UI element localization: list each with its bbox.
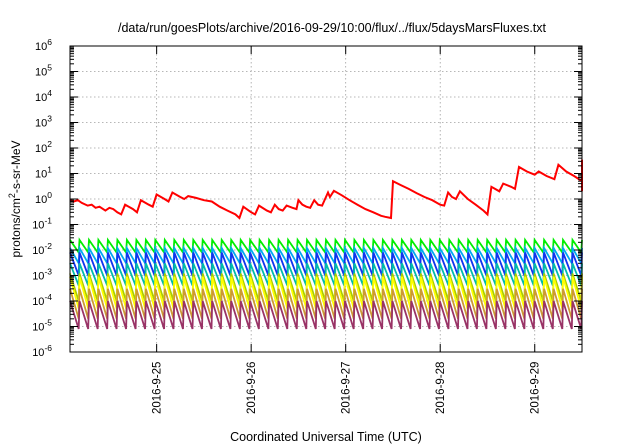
y-tick-label: 10-3 [32, 267, 52, 283]
series-line-3 [69, 244, 583, 267]
series-line-5 [69, 262, 583, 286]
y-tick-label: 100 [35, 190, 52, 206]
y-tick-label: 10-1 [32, 216, 52, 232]
y-tick-label: 103 [35, 114, 52, 130]
series-line-2 [69, 237, 583, 256]
y-tick-label: 10-4 [32, 292, 52, 308]
chart-title: /data/run/goesPlots/archive/2016-09-29/1… [118, 21, 547, 35]
y-tick-label: 106 [35, 37, 52, 53]
y-tick-label: 10-2 [32, 241, 52, 257]
series-line-9 [69, 300, 583, 330]
series-line-8 [69, 288, 583, 320]
series-line-6 [69, 273, 583, 302]
x-tick-label: 2016-9-27 [341, 362, 353, 414]
y-axis-label: protons/cm2-s-sr-MeV [7, 140, 23, 257]
axes-layer: 10-6 10-5 10-4 10-3 10-2 10-1 100 101 102 103 104 1… [32, 37, 582, 414]
x-tick-label: 2016-9-25 [152, 362, 164, 414]
y-tick-label: 102 [35, 139, 52, 155]
y-tick-label: 101 [35, 165, 52, 181]
y-tick-label: 10-5 [32, 318, 52, 334]
y-tick-label: 105 [35, 63, 52, 79]
series-line-4 [69, 252, 583, 276]
x-tick-label: 2016-9-29 [530, 362, 542, 414]
series-line-7 [69, 276, 583, 309]
y-tick-label: 104 [35, 88, 52, 104]
y-tick-label: 10-6 [32, 343, 52, 359]
x-axis-label: Coordinated Universal Time (UTC) [230, 430, 422, 444]
x-tick-label: 2016-9-28 [435, 362, 447, 414]
x-tick-label: 2016-9-26 [246, 362, 258, 414]
